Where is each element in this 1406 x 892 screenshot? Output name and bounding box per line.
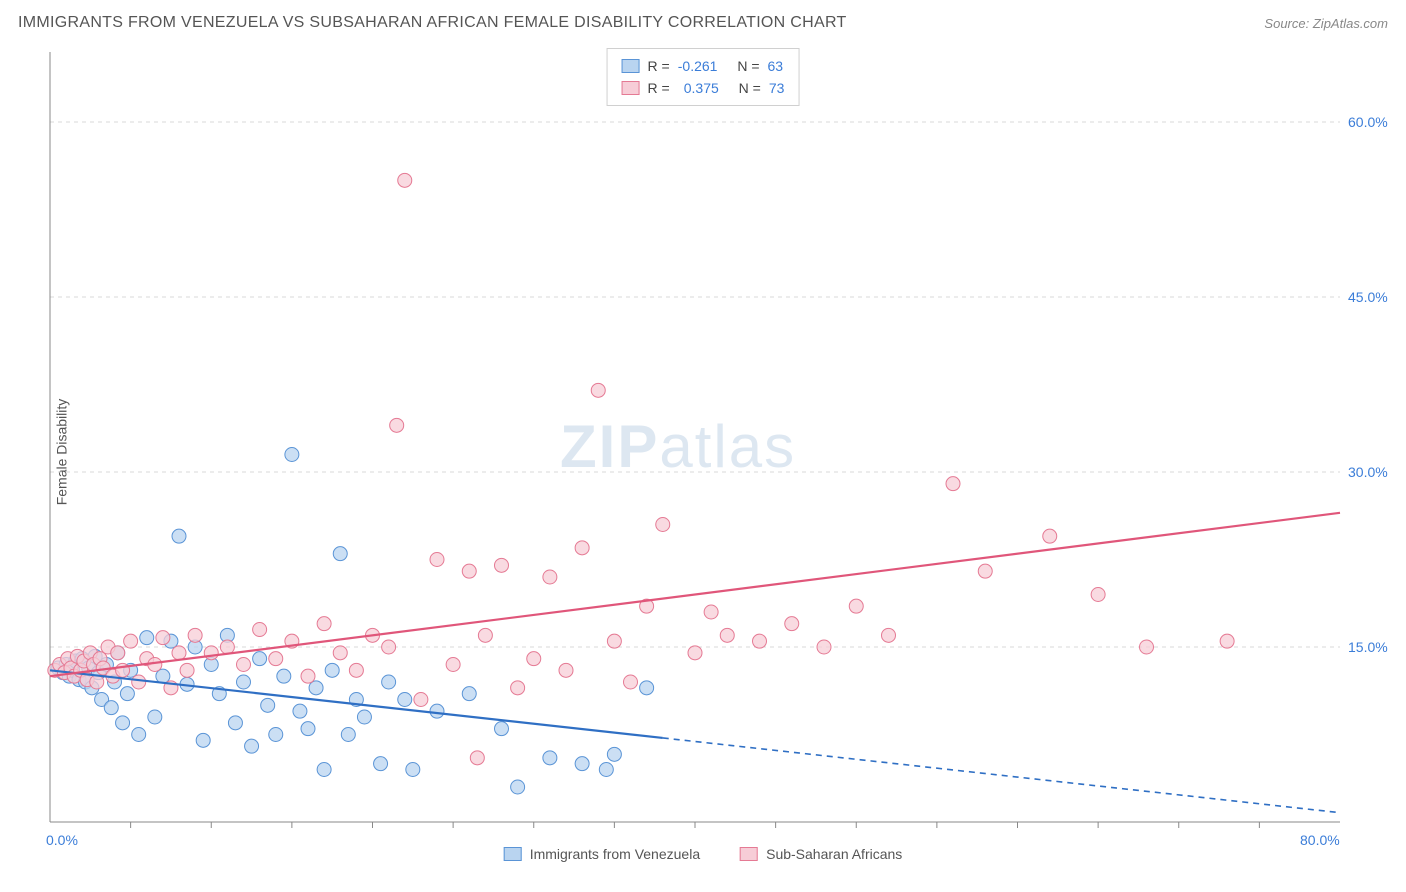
chart-area: Female Disability ZIPatlas R = -0.261 N … [0,42,1406,862]
source-credit: Source: ZipAtlas.com [1264,16,1388,31]
header: IMMIGRANTS FROM VENEZUELA VS SUBSAHARAN … [0,0,1406,42]
swatch-subsaharan [740,847,758,861]
legend-item-venezuela: Immigrants from Venezuela [504,846,700,862]
correlation-legend: R = -0.261 N = 63 R = 0.375 N = 73 [607,48,800,106]
swatch-venezuela [504,847,522,861]
legend-row-subsaharan: R = 0.375 N = 73 [622,77,785,99]
y-tick-label: 30.0% [1348,464,1388,480]
legend-item-subsaharan: Sub-Saharan Africans [740,846,902,862]
swatch-subsaharan [622,81,640,95]
legend-row-venezuela: R = -0.261 N = 63 [622,55,785,77]
y-tick-label: 60.0% [1348,114,1388,130]
series-legend: Immigrants from Venezuela Sub-Saharan Af… [504,846,903,862]
page-title: IMMIGRANTS FROM VENEZUELA VS SUBSAHARAN … [18,14,847,32]
scatter-plot [0,42,1406,862]
y-tick-label: 45.0% [1348,289,1388,305]
y-tick-label: 15.0% [1348,639,1388,655]
x-tick-label: 80.0% [1300,832,1340,848]
swatch-venezuela [622,59,640,73]
x-tick-label: 0.0% [46,832,78,848]
